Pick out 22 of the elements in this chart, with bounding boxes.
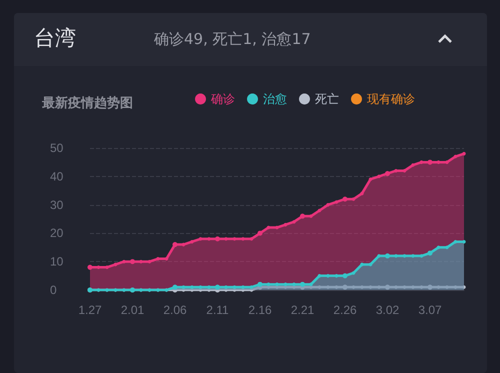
y-tick-label: 30 [50,198,64,212]
text: 最新疫情趋势图 [42,94,133,112]
legend-label: 现有确诊 [367,92,415,106]
x-tick-label: 2.21 [290,303,314,317]
x-tick-label: 3.02 [376,303,400,317]
legend-label: 死亡 [315,92,339,106]
x-tick-label: 2.26 [333,303,357,317]
legend-label: 治愈 [263,92,287,106]
y-tick-label: 10 [50,254,64,269]
chart-subtitle: 确诊49, 死亡1, 治愈17 [154,30,311,49]
y-tick-label: 40 [50,169,64,184]
x-tick-label: 2.11 [206,303,230,317]
x-tick-label: 2.01 [120,303,144,317]
x-tick-label: 1.27 [78,303,102,317]
y-tick-label: 50 [50,141,64,155]
y-tick-label: 20 [50,226,64,240]
x-tick-label: 3.07 [418,303,442,317]
x-tick-label: 2.06 [163,303,187,317]
legend-label: 确诊 [210,92,235,106]
x-tick-label: 2.16 [248,303,272,317]
chart-title: 台湾 [34,25,76,52]
y-tick-label: 0 [50,283,57,297]
